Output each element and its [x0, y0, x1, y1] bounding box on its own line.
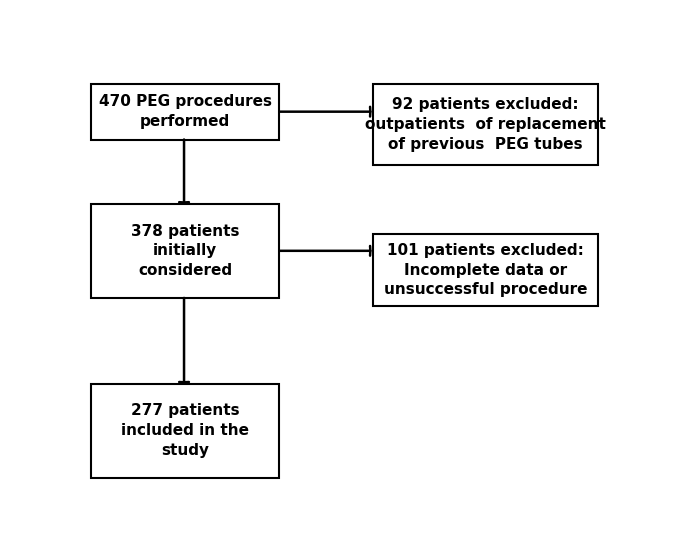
Text: 470 PEG procedures
performed: 470 PEG procedures performed — [99, 95, 272, 129]
FancyBboxPatch shape — [372, 84, 598, 165]
FancyBboxPatch shape — [91, 384, 279, 478]
FancyBboxPatch shape — [91, 203, 279, 298]
Text: 378 patients
initially
considered: 378 patients initially considered — [131, 224, 239, 278]
Text: 92 patients excluded:
outpatients  of replacement
of previous  PEG tubes: 92 patients excluded: outpatients of rep… — [365, 97, 606, 152]
FancyBboxPatch shape — [372, 234, 598, 306]
FancyBboxPatch shape — [91, 84, 279, 140]
Text: 101 patients excluded:
Incomplete data or
unsuccessful procedure: 101 patients excluded: Incomplete data o… — [383, 243, 587, 297]
Text: 277 patients
included in the
study: 277 patients included in the study — [121, 403, 249, 458]
